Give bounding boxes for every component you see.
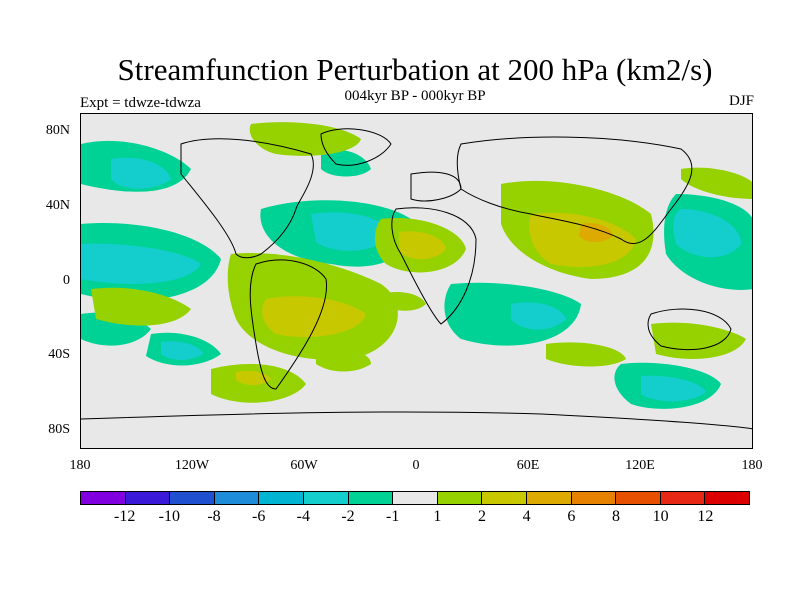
colorbar-swatch — [81, 492, 126, 504]
colorbar-label: 6 — [567, 508, 576, 525]
colorbar — [80, 491, 750, 505]
colorbar-label: 1 — [433, 508, 442, 525]
colorbar-swatch — [482, 492, 527, 504]
colorbar-label: -2 — [341, 508, 355, 525]
colorbar-label: -8 — [207, 508, 221, 525]
colorbar-label: 12 — [697, 508, 714, 525]
colorbar-label: 2 — [478, 508, 486, 525]
colorbar-swatch — [303, 492, 349, 504]
negative-contours-medium — [81, 157, 741, 402]
map-panel — [80, 113, 753, 449]
lat-label-80n: 80N — [45, 123, 70, 138]
lon-label-60w: 60W — [290, 458, 318, 473]
colorbar-label: -6 — [251, 508, 266, 525]
colorbar-swatch — [170, 492, 215, 504]
colorbar-swatch — [660, 492, 706, 504]
colorbar-swatch — [259, 492, 304, 504]
lon-label-120e: 120E — [625, 458, 655, 473]
positive-contours-strong — [579, 223, 613, 242]
lon-label-60e: 60E — [516, 458, 540, 473]
colorbar-swatch — [348, 492, 394, 504]
colorbar-swatch — [214, 492, 260, 504]
colorbar-label: -1 — [385, 508, 400, 525]
colorbar-swatch — [393, 492, 438, 504]
experiment-label: Expt = tdwze-tdwza — [80, 95, 201, 111]
map-title: Streamfunction Perturbation at 200 hPa (… — [117, 52, 713, 87]
colorbar-label: -12 — [113, 508, 136, 525]
colorbar-label: -10 — [158, 508, 180, 525]
lon-label-0: 0 — [412, 458, 420, 473]
lat-label-40s: 40S — [48, 347, 70, 362]
colorbar-swatch — [705, 492, 749, 504]
lon-label-180e: 180 — [741, 458, 763, 473]
season-label: DJF — [728, 93, 754, 109]
map-subtitle: 004kyr BP - 000kyr BP — [344, 88, 486, 104]
colorbar-swatch — [616, 492, 661, 504]
positive-contours-medium — [236, 212, 636, 386]
colorbar-label: 8 — [612, 508, 620, 525]
colorbar-label: -4 — [296, 508, 310, 525]
colorbar-swatch — [437, 492, 483, 504]
coastlines — [81, 128, 752, 430]
colorbar-swatch — [125, 492, 171, 504]
colorbar-swatch — [571, 492, 617, 504]
lat-label-0: 0 — [63, 273, 70, 288]
lat-label-80s: 80S — [48, 422, 70, 437]
contour-field — [81, 122, 752, 430]
lon-label-180w: 180 — [69, 458, 91, 473]
colorbar-label: 10 — [652, 508, 669, 525]
colorbar-swatch — [526, 492, 572, 504]
colorbar-label: 4 — [522, 508, 531, 525]
lon-label-120w: 120W — [174, 458, 210, 473]
lat-label-40n: 40N — [45, 198, 70, 213]
